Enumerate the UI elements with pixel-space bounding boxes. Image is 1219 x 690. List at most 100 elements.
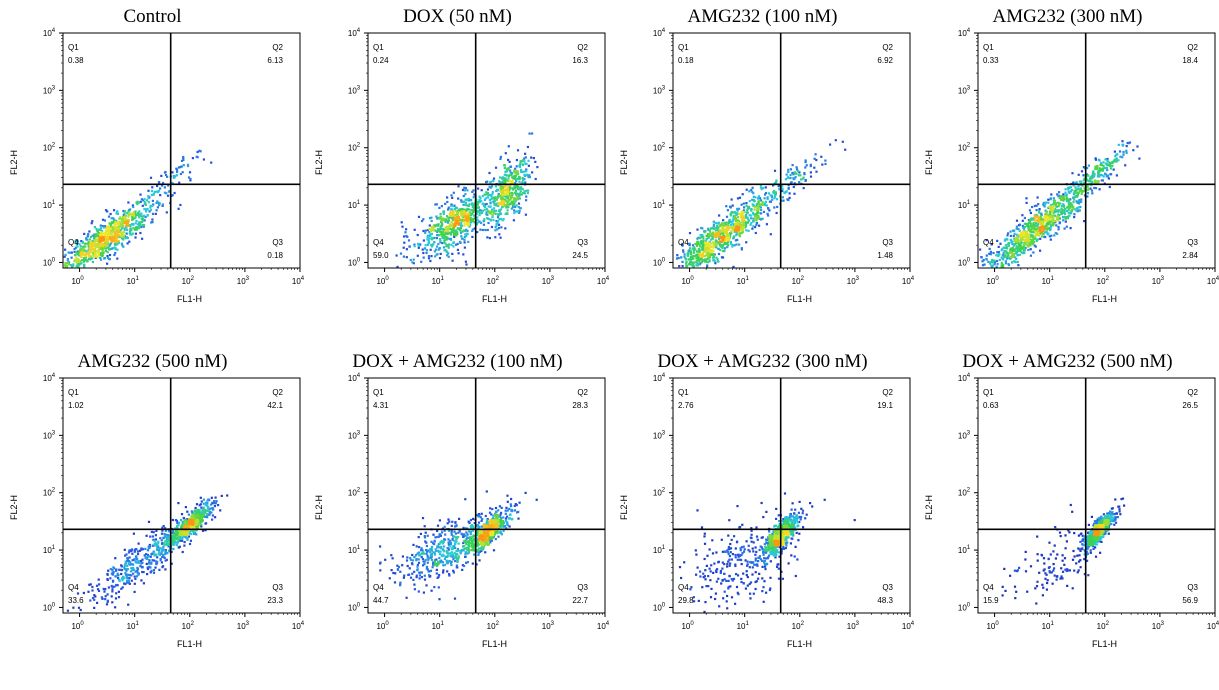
event-point (461, 219, 464, 222)
event-point (1089, 177, 1092, 180)
event-point (151, 199, 154, 202)
event-point (141, 237, 144, 240)
event-point (729, 214, 732, 217)
event-point (121, 218, 124, 221)
event-point (134, 548, 137, 551)
q4-label: Q4 (678, 238, 689, 247)
event-point (461, 230, 464, 233)
event-point (1052, 207, 1055, 210)
event-point (757, 212, 760, 215)
event-point (494, 185, 497, 188)
x-tick-label: 101 (737, 276, 750, 286)
event-point (1029, 218, 1032, 221)
event-point (164, 540, 167, 543)
event-point (791, 164, 794, 167)
event-point (506, 209, 509, 212)
event-point (1035, 233, 1038, 236)
event-point (1000, 264, 1003, 267)
event-point (513, 209, 516, 212)
x-tick-label: 102 (792, 276, 805, 286)
event-point (1104, 158, 1107, 161)
event-point (729, 241, 732, 244)
event-point (458, 240, 462, 243)
event-point (1072, 181, 1075, 184)
event-point (102, 235, 105, 238)
event-point (527, 189, 530, 192)
event-point (503, 164, 506, 167)
event-point (1020, 241, 1023, 244)
event-point (1072, 184, 1075, 187)
event-point (1065, 216, 1068, 219)
event-point (1013, 237, 1016, 240)
event-point (507, 205, 510, 209)
event-point (92, 249, 95, 252)
event-point (1078, 180, 1081, 183)
event-point (762, 210, 766, 213)
event-point (417, 215, 421, 218)
event-point (704, 249, 707, 252)
event-point (769, 233, 772, 236)
event-point (140, 226, 143, 229)
event-point (177, 524, 180, 527)
event-point (761, 217, 764, 220)
event-point (1017, 235, 1020, 238)
event-point (995, 254, 998, 257)
event-point (740, 248, 743, 251)
event-point (721, 246, 724, 249)
event-point (755, 223, 758, 226)
event-point (503, 195, 506, 198)
event-point (117, 577, 120, 580)
event-point (524, 170, 527, 173)
event-point (137, 572, 140, 575)
event-point (99, 256, 102, 259)
event-point (149, 566, 152, 569)
x-tick-label: 100 (376, 276, 389, 286)
event-point (711, 231, 715, 234)
event-point (688, 244, 691, 247)
event-point (463, 246, 466, 249)
event-point (493, 202, 496, 205)
event-point (689, 263, 693, 266)
event-point (197, 522, 200, 525)
event-point (793, 182, 796, 185)
event-point (1067, 215, 1070, 218)
event-point (1064, 191, 1067, 194)
event-point (134, 570, 137, 573)
event-point (1058, 196, 1061, 200)
event-point (737, 228, 740, 231)
event-point (516, 170, 519, 173)
event-point (1027, 218, 1030, 222)
event-point (1040, 223, 1043, 226)
event-point (161, 184, 164, 187)
event-point (732, 223, 735, 226)
event-point (1091, 173, 1094, 176)
event-point (76, 245, 79, 248)
event-point (993, 261, 996, 264)
event-point (1040, 231, 1043, 234)
event-point (700, 248, 704, 251)
event-point (685, 262, 688, 265)
event-point (755, 219, 758, 222)
event-point (443, 249, 446, 252)
event-point (154, 566, 157, 569)
event-point (138, 216, 141, 219)
event-point (515, 159, 518, 162)
event-point (109, 212, 112, 216)
event-point (1035, 228, 1038, 231)
event-point (146, 556, 149, 559)
event-point (742, 217, 745, 220)
event-point (75, 256, 78, 259)
event-point (75, 251, 78, 254)
event-point (207, 513, 210, 516)
event-point (105, 236, 108, 239)
event-point (123, 568, 126, 571)
event-point (185, 532, 189, 535)
event-point (519, 186, 522, 189)
event-point (100, 233, 103, 236)
event-point (66, 609, 69, 612)
event-point (1091, 181, 1094, 184)
event-point (775, 181, 778, 184)
event-point (179, 537, 182, 540)
event-point (741, 210, 744, 214)
event-point (1076, 206, 1079, 210)
